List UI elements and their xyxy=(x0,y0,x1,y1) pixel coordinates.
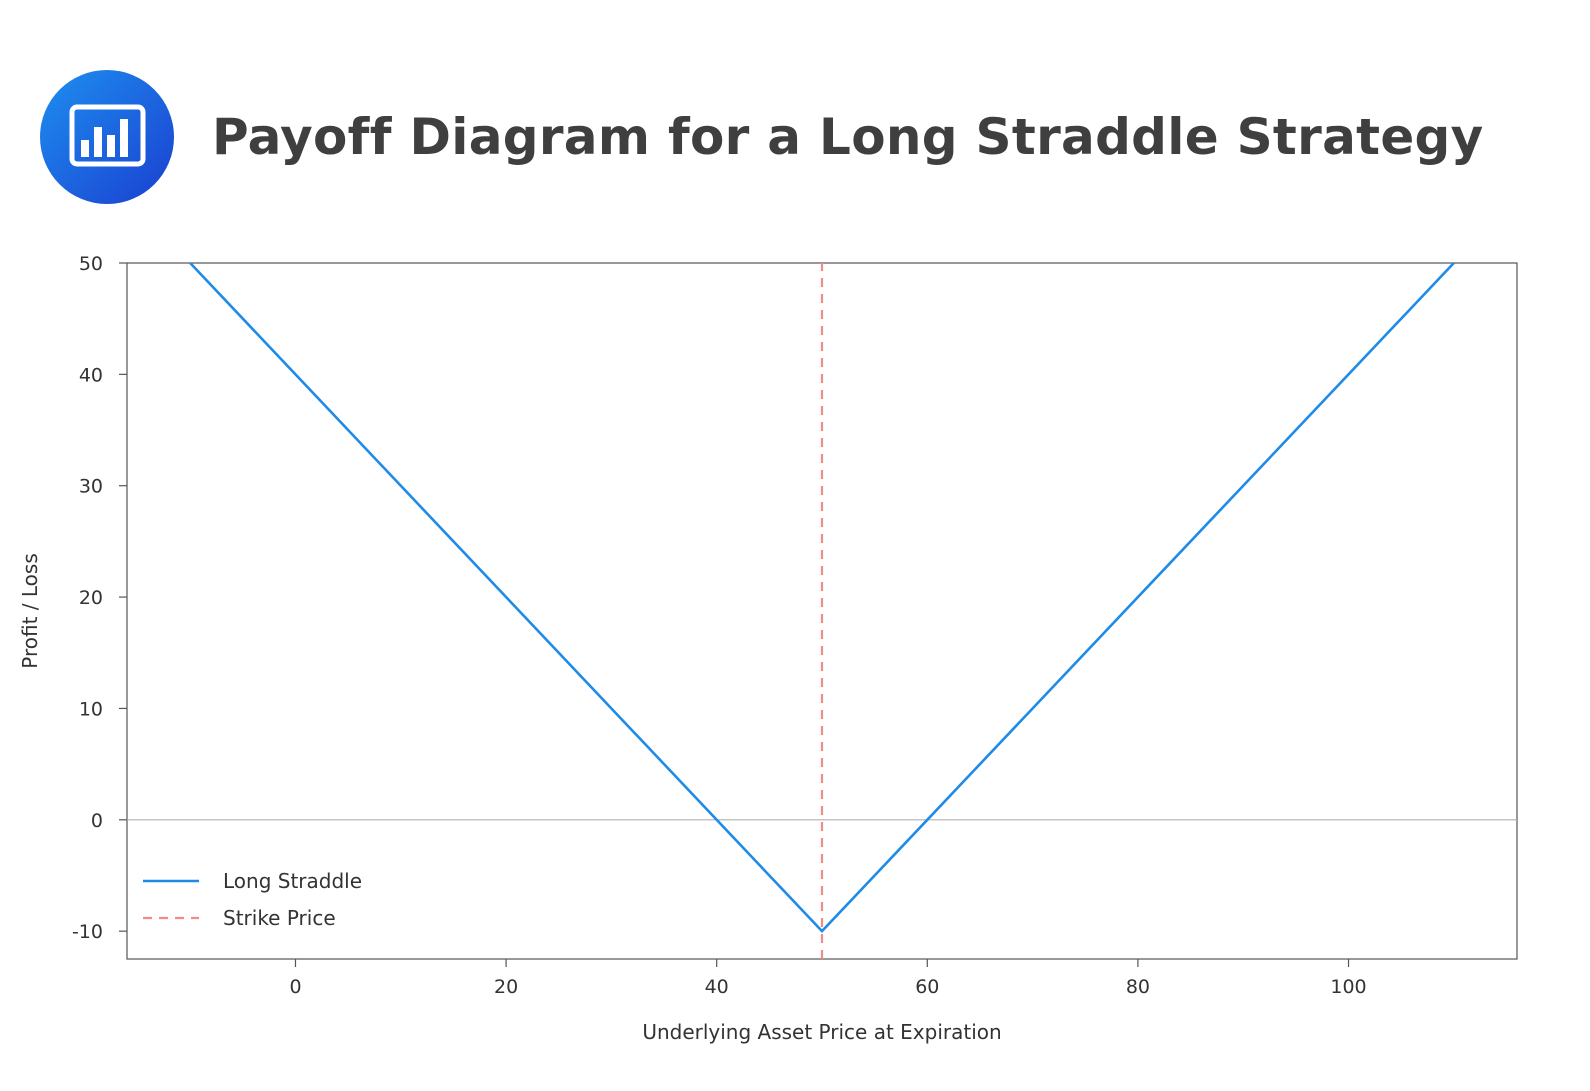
legend-label: Strike Price xyxy=(223,906,336,930)
x-tick-label: 100 xyxy=(1330,976,1366,998)
x-tick-label: 60 xyxy=(915,976,939,998)
page-title: Payoff Diagram for a Long Straddle Strat… xyxy=(212,108,1484,166)
legend-label: Long Straddle xyxy=(223,869,362,893)
x-tick-label: 40 xyxy=(705,976,729,998)
x-tick-label: 80 xyxy=(1126,976,1150,998)
y-tick-label: 10 xyxy=(79,698,103,720)
y-tick-label: 50 xyxy=(79,253,103,275)
y-tick-label: 30 xyxy=(79,476,103,498)
series-line-long-straddle xyxy=(189,263,1455,934)
x-tick-label: 0 xyxy=(289,976,301,998)
y-tick-label: 20 xyxy=(79,587,103,609)
y-tick-label: -10 xyxy=(72,921,103,943)
x-tick-label: 20 xyxy=(494,976,518,998)
x-axis-label: Underlying Asset Price at Expiration xyxy=(642,1020,1001,1044)
bar-chart-icon xyxy=(40,70,174,204)
header: Payoff Diagram for a Long Straddle Strat… xyxy=(0,0,1590,220)
y-tick-label: 0 xyxy=(91,810,103,832)
y-axis-label: Profit / Loss xyxy=(18,553,42,669)
y-tick-label: 40 xyxy=(79,364,103,386)
